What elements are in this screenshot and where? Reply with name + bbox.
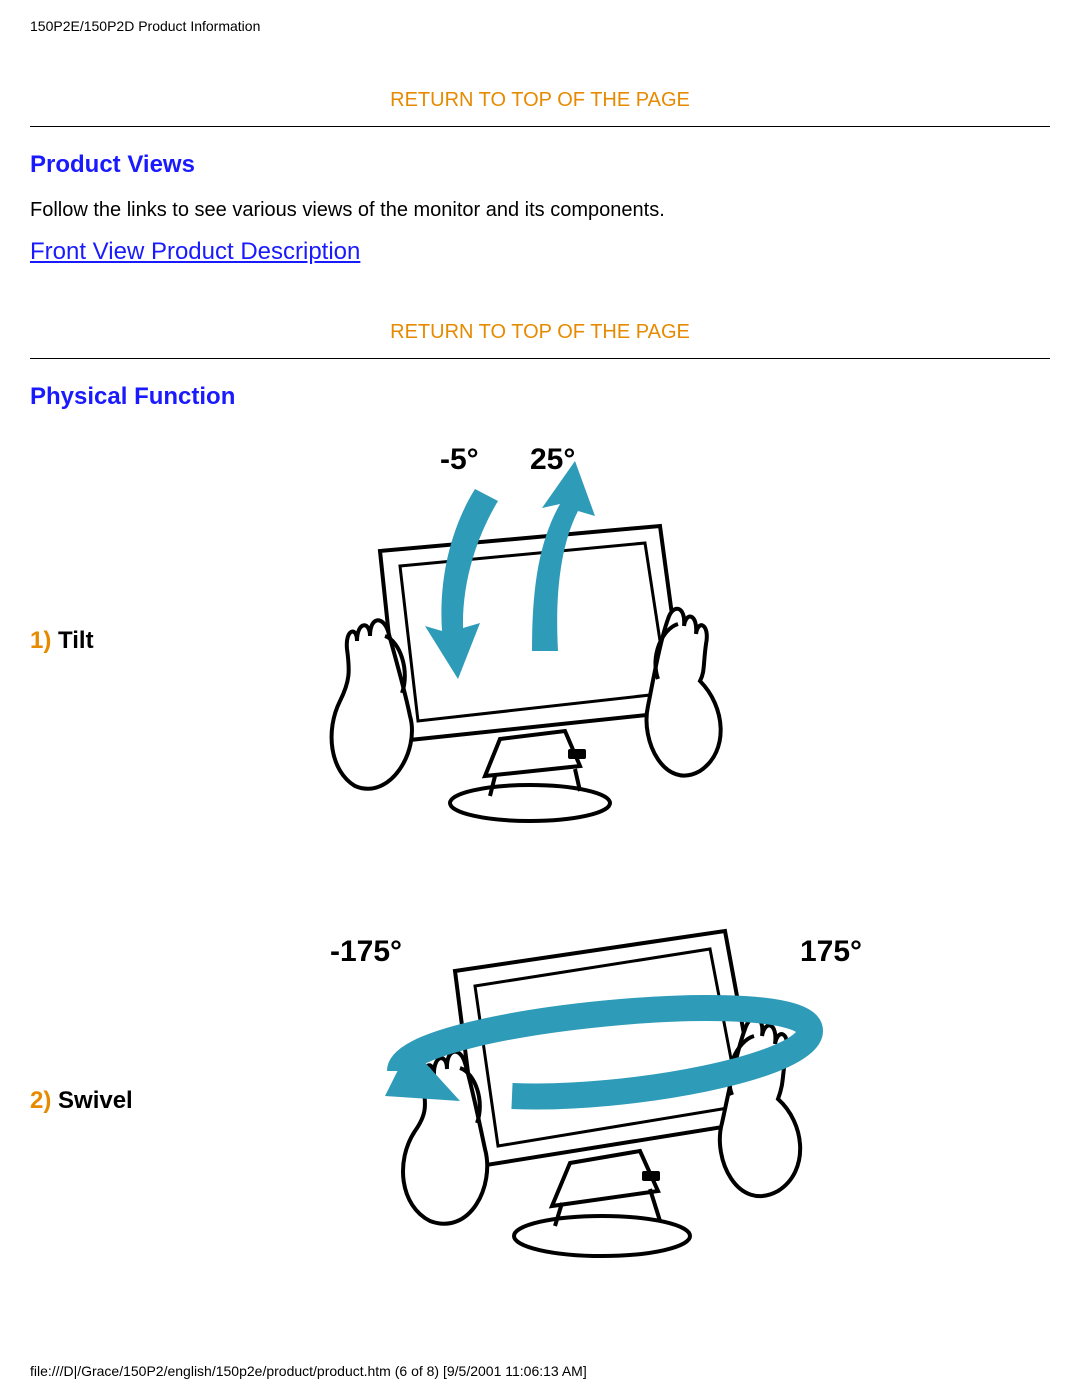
footer-path: file:///D|/Grace/150P2/english/150p2e/pr… — [30, 1363, 587, 1379]
return-to-top-2: RETURN TO TOP OF THE PAGE — [30, 321, 1050, 344]
swivel-angle-neg: -175° — [330, 935, 402, 968]
swivel-angle-pos: 175° — [800, 935, 862, 968]
return-to-top-link-2[interactable]: RETURN TO TOP OF THE PAGE — [390, 321, 690, 343]
return-to-top-link-1[interactable]: RETURN TO TOP OF THE PAGE — [390, 89, 690, 111]
tilt-row: 1) Tilt -5° 25° — [30, 431, 1050, 851]
tilt-svg: -5° 25° — [280, 431, 780, 851]
page-header: 150P2E/150P2D Product Information — [30, 18, 1050, 34]
swivel-svg: -175° 175° — [280, 891, 900, 1311]
tilt-label: 1) Tilt — [30, 627, 280, 655]
physical-function-heading: Physical Function — [30, 383, 1050, 411]
swivel-label: 2) Swivel — [30, 1087, 280, 1115]
divider-2 — [30, 358, 1050, 359]
tilt-angle-neg: -5° — [440, 443, 479, 476]
product-views-heading: Product Views — [30, 151, 1050, 179]
swivel-number: 2) — [30, 1087, 51, 1114]
swivel-name-text: Swivel — [58, 1087, 133, 1114]
tilt-name-text: Tilt — [58, 627, 94, 654]
swivel-diagram: -175° 175° — [280, 891, 1050, 1311]
tilt-diagram: -5° 25° — [280, 431, 1050, 851]
divider-1 — [30, 126, 1050, 127]
tilt-number: 1) — [30, 627, 51, 654]
swivel-row: 2) Swivel -175° 175° — [30, 891, 1050, 1311]
return-to-top-1: RETURN TO TOP OF THE PAGE — [30, 89, 1050, 112]
product-views-body: Follow the links to see various views of… — [30, 199, 1050, 222]
front-view-link[interactable]: Front View Product Description — [30, 238, 360, 265]
